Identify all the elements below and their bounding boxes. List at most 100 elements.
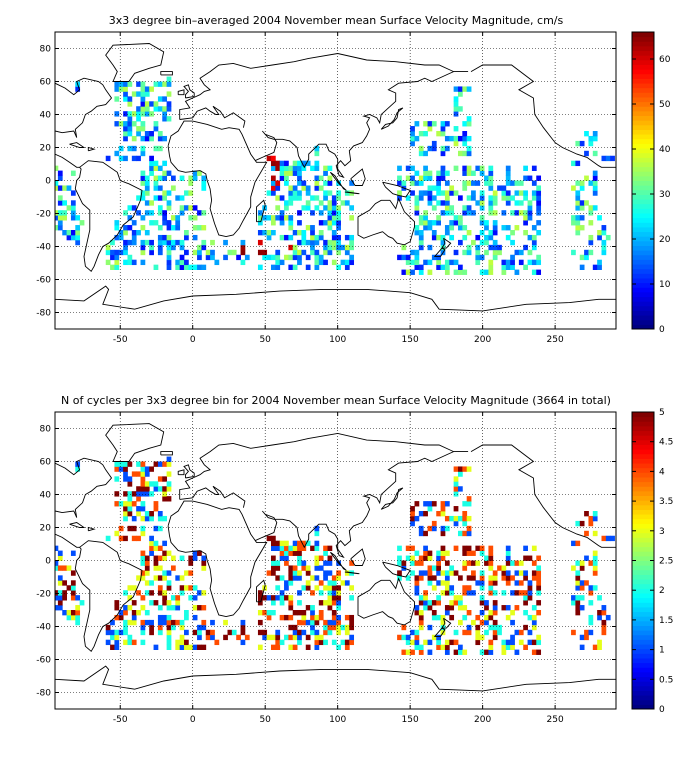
heatmap-cell: [531, 180, 537, 186]
colorbar-segment: [632, 110, 654, 117]
colorbar-segment: [632, 124, 654, 130]
heatmap-cell: [444, 180, 450, 186]
heatmap-cell: [279, 210, 285, 216]
heatmap-cell: [575, 160, 581, 167]
heatmap-cell: [197, 590, 202, 596]
heatmap-cell: [592, 150, 598, 157]
heatmap-cell: [471, 575, 476, 581]
heatmap-cell: [144, 180, 150, 186]
colorbar-segment: [632, 175, 654, 181]
coastline: [105, 43, 165, 82]
coastline: [183, 464, 195, 479]
heatmap-cell: [131, 121, 137, 127]
coastline: [74, 160, 143, 272]
heatmap-cell: [75, 610, 81, 616]
heatmap-cell: [431, 185, 437, 191]
heatmap-cell: [166, 220, 172, 226]
colorbar-segment: [632, 87, 654, 93]
heatmap-cell: [140, 121, 146, 127]
heatmap-cell: [466, 135, 472, 142]
heatmap-cell: [579, 560, 585, 566]
heatmap-cell: [453, 135, 459, 142]
heatmap-cell: [288, 215, 294, 221]
heatmap-cell: [162, 170, 168, 176]
heatmap-cell: [523, 190, 528, 196]
heatmap-cell: [423, 210, 428, 216]
heatmap-cell: [270, 190, 276, 196]
heatmap-cell: [531, 195, 537, 201]
heatmap-cell: [327, 595, 333, 601]
heatmap-cell: [127, 131, 133, 137]
heatmap-cell: [331, 614, 337, 621]
heatmap-cell: [331, 619, 337, 626]
heatmap-cell: [462, 269, 468, 275]
heatmap-cell: [123, 259, 128, 266]
colorbar-segment: [632, 217, 654, 223]
heatmap-cell: [275, 629, 281, 636]
heatmap-cell: [318, 254, 324, 261]
heatmap-cell: [179, 575, 185, 581]
heatmap-cell: [166, 486, 172, 492]
heatmap-cell: [166, 200, 172, 206]
heatmap-cell: [314, 634, 320, 641]
colorbar-segment: [632, 657, 654, 664]
heatmap-cell: [123, 111, 128, 117]
heatmap-cell: [305, 540, 311, 547]
heatmap-cell: [210, 239, 215, 246]
heatmap-cell: [301, 249, 307, 256]
heatmap-cell: [601, 225, 607, 231]
heatmap-cell: [123, 230, 128, 236]
heatmap-cell: [175, 644, 181, 650]
heatmap-cell: [436, 614, 441, 621]
heatmap-cell: [144, 106, 150, 112]
heatmap-cell: [536, 600, 542, 606]
heatmap-cell: [505, 225, 511, 231]
heatmap-cell: [492, 600, 498, 606]
heatmap-cell: [488, 175, 494, 181]
heatmap-cell: [349, 585, 355, 591]
heatmap-cell: [305, 200, 311, 206]
heatmap-cell: [314, 160, 320, 167]
heatmap-cell: [170, 565, 176, 571]
heatmap-cell: [436, 570, 441, 576]
heatmap-cell: [157, 175, 163, 181]
heatmap-cell: [288, 200, 294, 206]
heatmap-cell: [179, 195, 185, 201]
heatmap-cell: [197, 550, 202, 556]
heatmap-cell: [175, 239, 181, 246]
heatmap-cell: [284, 580, 289, 586]
heatmap-cell: [427, 269, 433, 275]
heatmap-cell: [305, 565, 311, 571]
heatmap-cell: [531, 269, 537, 275]
heatmap-cell: [488, 244, 494, 251]
heatmap-cell: [475, 560, 481, 566]
heatmap-cell: [575, 610, 581, 616]
heatmap-cell: [592, 644, 598, 650]
heatmap-cell: [588, 205, 594, 211]
heatmap-cell: [162, 590, 168, 596]
colorbar-segment: [632, 157, 654, 163]
coastline: [380, 107, 404, 130]
heatmap-cell: [488, 610, 494, 616]
heatmap-cell: [240, 619, 246, 626]
heatmap-cell: [284, 180, 289, 186]
heatmap-cell: [184, 629, 189, 636]
heatmap-cell: [349, 639, 355, 646]
heatmap-cell: [497, 249, 502, 256]
heatmap-cell: [592, 530, 598, 537]
heatmap-cell: [423, 215, 428, 221]
heatmap-cell: [523, 595, 528, 601]
heatmap-cell: [140, 195, 146, 201]
heatmap-cell: [231, 629, 237, 636]
heatmap-cell: [140, 605, 146, 611]
heatmap-cell: [162, 220, 168, 226]
heatmap-cell: [344, 614, 350, 621]
colorbar-segment: [632, 296, 654, 302]
heatmap-cell: [110, 619, 115, 626]
heatmap-cell: [197, 605, 202, 611]
heatmap-cell: [605, 535, 611, 542]
heatmap-cell: [292, 550, 298, 556]
heatmap-cell: [162, 570, 168, 576]
heatmap-cell: [57, 185, 63, 191]
heatmap-cell: [140, 491, 146, 497]
